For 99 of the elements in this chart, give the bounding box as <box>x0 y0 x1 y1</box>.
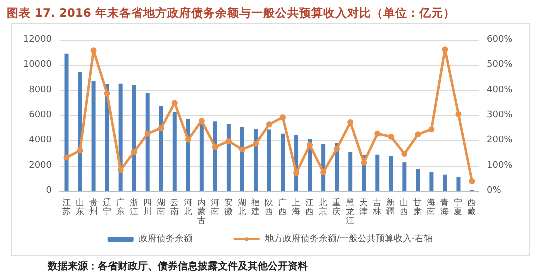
bar <box>402 162 407 191</box>
x-tick-label: 广西 <box>278 198 288 218</box>
point <box>307 142 314 148</box>
bar <box>443 174 448 191</box>
x-tick-label: 云南 <box>170 198 180 218</box>
bar <box>159 106 164 191</box>
legend-label: 地方政府债务余额/一般公共预算收入-右轴 <box>264 234 434 244</box>
x-tick-label: 吉林 <box>372 198 382 218</box>
x-tick-label: 江西 <box>306 198 315 218</box>
bar <box>348 152 353 191</box>
x-tick-label: 黑龙江 <box>346 198 356 226</box>
y-tick-label: 6000 <box>29 110 52 120</box>
x-tick-label: 陕西 <box>265 198 274 218</box>
bar <box>92 81 96 191</box>
x-tick-label: 河北 <box>184 198 193 218</box>
point <box>131 149 138 156</box>
bar <box>132 86 136 191</box>
point <box>144 130 151 137</box>
bar <box>64 54 69 191</box>
x-tick-label: 辽宁 <box>102 198 112 218</box>
x-tick-label: 青海 <box>440 198 450 218</box>
bar <box>389 156 394 191</box>
bar <box>430 172 434 191</box>
bar <box>268 130 272 191</box>
y2-tick-label: 100% <box>487 160 514 171</box>
point <box>104 90 110 97</box>
point <box>239 146 246 153</box>
point <box>77 148 84 154</box>
x-tick-label: 河南 <box>210 198 220 218</box>
point <box>64 154 70 161</box>
y-tick-label: 10000 <box>23 60 52 70</box>
x-tick-label: 北京 <box>319 198 328 218</box>
x-tick-label: 山西 <box>400 198 410 218</box>
x-tick-label: 甘肃 <box>414 198 423 218</box>
x-tick-label: 上海 <box>292 198 302 218</box>
bar <box>281 134 286 191</box>
x-tick-label: 福建 <box>250 198 260 218</box>
y2-tick-label: 500% <box>487 60 514 70</box>
x-tick-label: 湖北 <box>238 198 247 218</box>
y2-tick-label: 0% <box>487 186 502 196</box>
y-tick-label: 12000 <box>23 35 52 45</box>
point <box>320 169 327 176</box>
bar <box>456 177 461 191</box>
point <box>294 170 300 176</box>
y2-tick-label: 600% <box>487 35 514 45</box>
y2-tick-label: 200% <box>487 136 514 146</box>
x-tick-label: 内蒙古 <box>197 198 206 226</box>
x-tick-label: 天津 <box>360 198 369 218</box>
x-tick-label: 新疆 <box>386 198 396 218</box>
bar <box>200 123 204 191</box>
y-tick-label: 4000 <box>29 136 52 146</box>
x-tick-label: 四川 <box>143 198 152 218</box>
x-tick-label: 西藏 <box>468 198 477 218</box>
y-tick-label: 8000 <box>29 85 52 96</box>
chart-title: 图表 17. 2016 年末各省地方政府债务余额与一般公共预算收入对比（单位：亿元） <box>7 6 456 20</box>
point <box>185 136 192 143</box>
point <box>469 178 476 184</box>
x-tick-label: 贵州 <box>89 198 98 218</box>
bar <box>226 124 231 191</box>
point <box>402 151 408 158</box>
point <box>158 125 164 132</box>
bar <box>376 154 380 191</box>
bar <box>146 93 150 191</box>
legend-label: 政府债务余额 <box>138 234 193 244</box>
bar <box>254 129 258 191</box>
y-tick-label: 0 <box>46 186 52 196</box>
source-note: 数据来源：各省财政厅、债券信息披露文件及其他公开资料 <box>47 260 308 272</box>
x-tick-label: 宁夏 <box>454 198 464 218</box>
x-tick-label: 安徽 <box>224 198 234 218</box>
point <box>172 100 178 106</box>
x-tick-label: 广东 <box>116 198 126 218</box>
y2-tick-label: 400% <box>487 85 514 96</box>
x-tick-label: 重庆 <box>332 198 342 218</box>
point <box>252 140 259 147</box>
x-tick-label: 湖南 <box>156 198 166 218</box>
x-tick-label: 江苏 <box>62 198 72 218</box>
point <box>212 144 218 150</box>
point <box>456 111 462 118</box>
point <box>198 118 205 124</box>
y2-tick-label: 300% <box>487 110 514 120</box>
bar <box>172 112 177 191</box>
x-tick-label: 浙江 <box>130 198 139 218</box>
point <box>90 48 97 54</box>
point <box>415 132 422 138</box>
y-tick-label: 2000 <box>29 160 52 171</box>
point <box>280 114 286 121</box>
point <box>428 126 435 133</box>
point <box>266 122 272 128</box>
bar <box>240 127 244 191</box>
x-tick-label: 海南 <box>427 198 436 218</box>
bar <box>118 84 123 191</box>
point <box>226 138 232 144</box>
x-tick-label: 山东 <box>76 198 85 218</box>
point <box>118 167 124 174</box>
bar <box>213 122 218 191</box>
bar <box>416 169 420 191</box>
point <box>374 130 381 137</box>
point <box>334 146 340 152</box>
point <box>388 134 394 140</box>
